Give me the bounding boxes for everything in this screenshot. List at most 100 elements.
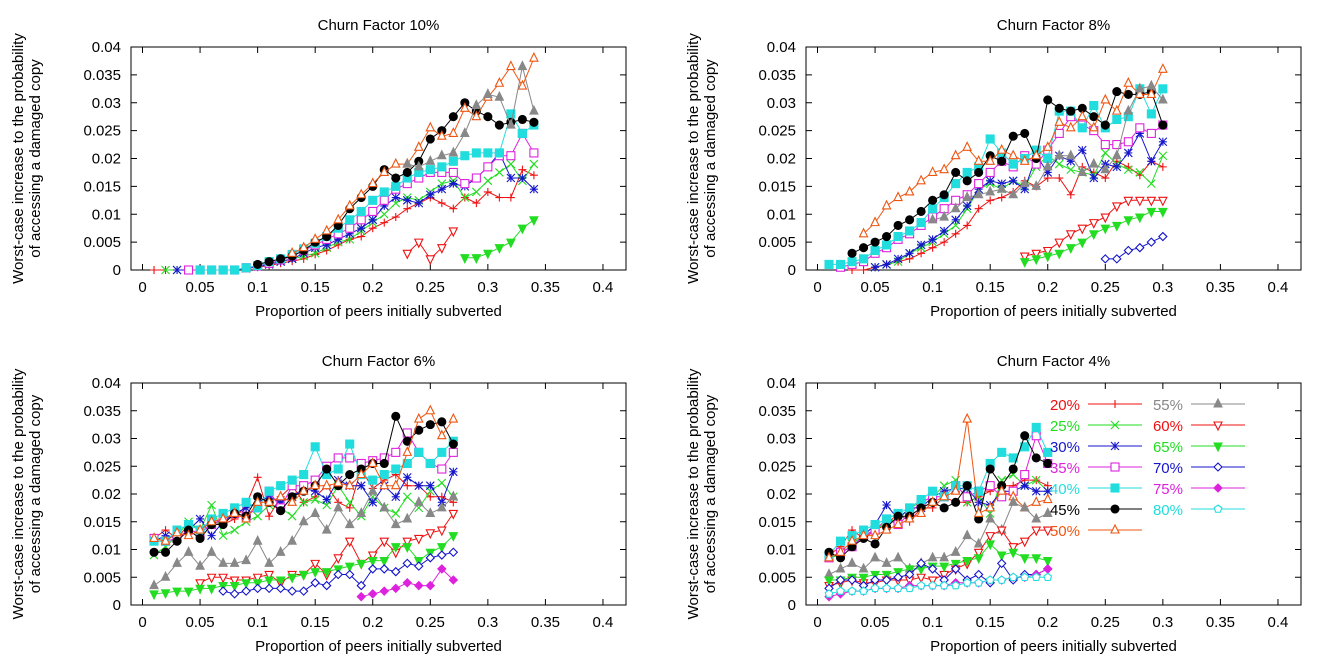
data-point (893, 572, 903, 583)
data-point (391, 509, 401, 518)
data-point (1043, 95, 1053, 105)
y-tick-label: 0.03 (767, 431, 796, 448)
data-point (379, 209, 389, 219)
data-point (1019, 177, 1030, 188)
data-point (402, 167, 412, 177)
data-point (172, 526, 182, 537)
data-point (252, 496, 263, 506)
data-point (264, 583, 274, 594)
data-point (333, 234, 343, 244)
data-point (264, 486, 274, 496)
data-point (483, 162, 493, 172)
data-point (1123, 77, 1134, 87)
data-point (836, 586, 845, 595)
data-point (962, 176, 972, 186)
x-tick-label: 0.35 (1206, 279, 1235, 296)
x-tick-label: 0.3 (1152, 279, 1173, 296)
y-axis-label-line-1: Worst-case increase to the probability (10, 33, 27, 284)
data-point (379, 166, 390, 176)
data-point (893, 254, 903, 264)
data-point (172, 265, 182, 275)
data-point (1020, 431, 1030, 441)
data-point (160, 589, 171, 600)
data-point (402, 446, 413, 456)
data-point (241, 503, 251, 513)
data-point (996, 484, 1007, 495)
data-point (1123, 245, 1134, 256)
data-point (1088, 121, 1099, 132)
data-point (426, 492, 435, 501)
data-point (870, 262, 880, 272)
data-point (870, 539, 880, 549)
data-point (1019, 155, 1030, 165)
data-point (1111, 221, 1122, 232)
data-point (835, 259, 846, 269)
data-point (939, 580, 949, 590)
data-point (160, 547, 171, 557)
y-tick-label: 0.02 (767, 486, 796, 503)
data-point (1020, 572, 1030, 582)
data-point (950, 546, 961, 556)
data-point (881, 557, 892, 567)
data-point (437, 478, 447, 488)
x-tick-label: 0.15 (976, 279, 1005, 296)
data-point (413, 534, 424, 545)
data-point (974, 578, 984, 587)
data-point (870, 529, 880, 540)
data-point (310, 559, 321, 570)
data-point (402, 492, 412, 502)
data-point (425, 255, 436, 266)
data-point (916, 218, 926, 228)
legend-marker (1213, 483, 1223, 493)
data-point (356, 591, 367, 602)
data-point (287, 573, 298, 584)
data-point (345, 215, 355, 225)
data-point (379, 195, 389, 205)
data-point (997, 193, 1006, 202)
data-point (1031, 475, 1041, 485)
data-point (1146, 196, 1157, 207)
data-point (322, 464, 332, 474)
data-point (928, 486, 938, 496)
series-75pct (356, 564, 459, 602)
chart-title: Churn Factor 8% (997, 17, 1110, 34)
data-point (494, 120, 504, 130)
y-tick-label: 0.03 (92, 95, 121, 112)
data-point (859, 243, 869, 253)
data-point (997, 575, 1007, 584)
data-point (928, 204, 938, 214)
data-point (345, 497, 355, 507)
data-point (460, 179, 470, 189)
data-point (494, 77, 505, 87)
data-point (275, 490, 286, 501)
data-point (448, 167, 458, 177)
data-point (275, 546, 286, 556)
data-point (1146, 207, 1157, 218)
y-tick-label: 0 (113, 597, 121, 614)
x-tick-label: 0.2 (1037, 279, 1058, 296)
data-point (195, 514, 205, 524)
data-point (1054, 128, 1064, 138)
data-point (299, 470, 309, 480)
data-point (1123, 216, 1134, 227)
data-point (218, 512, 228, 523)
data-point (149, 590, 159, 601)
data-point (264, 257, 274, 267)
data-point (1112, 87, 1122, 97)
data-point (345, 453, 355, 463)
data-point (241, 586, 251, 596)
data-point (847, 257, 857, 267)
data-point (951, 179, 961, 189)
data-point (413, 496, 424, 506)
data-point (321, 523, 332, 534)
x-tick-label: 0.15 (301, 614, 330, 631)
y-tick-label: 0.025 (758, 458, 796, 475)
data-point (333, 213, 344, 224)
x-tick-label: 0.4 (593, 279, 614, 296)
data-point (974, 179, 984, 189)
data-point (437, 564, 447, 574)
series-65pct (824, 540, 1053, 587)
data-point (927, 166, 938, 176)
x-tick-label: 0.35 (531, 279, 560, 296)
data-point (939, 503, 949, 513)
